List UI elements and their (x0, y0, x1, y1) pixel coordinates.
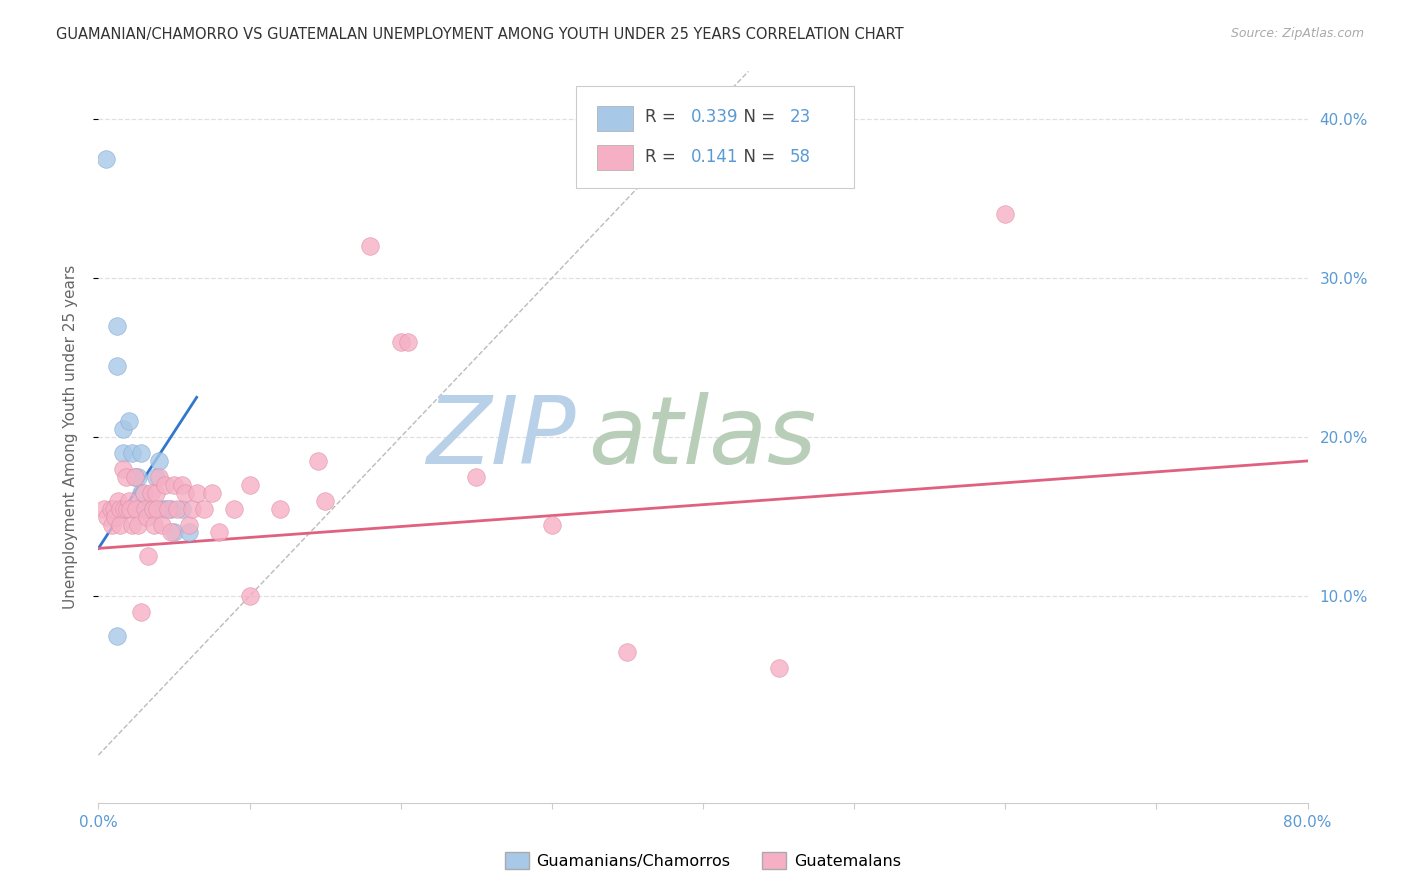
Point (124, 470, 146, 484)
Legend: Guamanians/Chamorros, Guatemalans: Guamanians/Chamorros, Guatemalans (498, 846, 908, 875)
Point (163, 477, 186, 491)
Point (125, 501, 148, 516)
Point (148, 470, 170, 484)
Text: N =: N = (734, 148, 780, 166)
Point (994, 207, 1017, 221)
Point (120, 501, 142, 516)
Point (127, 517, 149, 532)
Point (179, 525, 201, 540)
Point (201, 485, 224, 500)
Y-axis label: Unemployment Among Youth under 25 years: Unemployment Among Youth under 25 years (63, 265, 77, 609)
FancyBboxPatch shape (576, 86, 855, 188)
Point (314, 493, 336, 508)
Point (108, 517, 131, 532)
Point (173, 485, 195, 500)
Point (135, 501, 157, 516)
Point (105, 359, 128, 373)
Point (153, 501, 176, 516)
FancyBboxPatch shape (596, 145, 633, 170)
Point (111, 446, 134, 460)
Text: ZIP: ZIP (426, 392, 576, 483)
Point (105, 318, 128, 333)
Point (160, 525, 183, 540)
Point (145, 485, 167, 500)
Point (170, 501, 193, 516)
Point (134, 501, 156, 516)
Text: Source: ZipAtlas.com: Source: ZipAtlas.com (1230, 27, 1364, 40)
Point (114, 470, 136, 484)
Point (108, 501, 131, 516)
Text: R =: R = (645, 148, 681, 166)
Point (193, 501, 215, 516)
Text: 0.339: 0.339 (690, 109, 738, 127)
Point (150, 501, 173, 516)
Text: R =: R = (645, 109, 681, 127)
Point (179, 517, 201, 532)
Point (170, 477, 193, 491)
Point (121, 446, 143, 460)
Point (129, 446, 152, 460)
Point (118, 414, 141, 428)
Point (142, 501, 165, 516)
Point (111, 422, 134, 436)
Point (269, 501, 291, 516)
Point (616, 645, 638, 659)
Point (465, 470, 488, 484)
Text: N =: N = (734, 109, 780, 127)
Point (100, 501, 122, 516)
Point (239, 589, 262, 603)
Point (540, 517, 562, 532)
Point (186, 485, 208, 500)
FancyBboxPatch shape (596, 106, 633, 130)
Point (145, 470, 167, 484)
Point (112, 501, 135, 516)
Point (129, 485, 152, 500)
Point (143, 517, 166, 532)
Point (139, 501, 162, 516)
Point (135, 509, 157, 524)
Point (136, 549, 159, 564)
Point (124, 470, 146, 484)
Text: 0.141: 0.141 (690, 148, 738, 166)
Text: 58: 58 (790, 148, 811, 166)
Point (141, 485, 163, 500)
Point (121, 517, 143, 532)
Point (146, 501, 169, 516)
Point (166, 501, 188, 516)
Point (93, 501, 115, 516)
Point (115, 501, 138, 516)
Text: GUAMANIAN/CHAMORRO VS GUATEMALAN UNEMPLOYMENT AMONG YOUTH UNDER 25 YEARS CORRELA: GUAMANIAN/CHAMORRO VS GUATEMALAN UNEMPLO… (56, 27, 904, 42)
Point (153, 477, 176, 491)
Point (181, 501, 204, 516)
Point (101, 517, 124, 532)
Point (360, 239, 382, 253)
Point (163, 525, 186, 540)
Point (389, 334, 412, 349)
Point (208, 525, 231, 540)
Point (105, 629, 128, 643)
Point (396, 334, 419, 349)
Point (118, 493, 141, 508)
Point (148, 454, 170, 468)
Point (104, 509, 127, 524)
Point (239, 477, 262, 491)
Point (129, 605, 152, 619)
Point (224, 501, 246, 516)
Point (307, 454, 329, 468)
Point (142, 501, 165, 516)
Point (132, 485, 155, 500)
Point (103, 501, 125, 516)
Point (160, 501, 183, 516)
Point (107, 493, 129, 508)
Point (94, 152, 117, 166)
Point (96, 509, 118, 524)
Point (111, 462, 134, 476)
Text: atlas: atlas (588, 392, 817, 483)
Point (127, 470, 149, 484)
Text: 23: 23 (790, 109, 811, 127)
Point (768, 660, 790, 674)
Point (156, 501, 179, 516)
Point (150, 517, 173, 532)
